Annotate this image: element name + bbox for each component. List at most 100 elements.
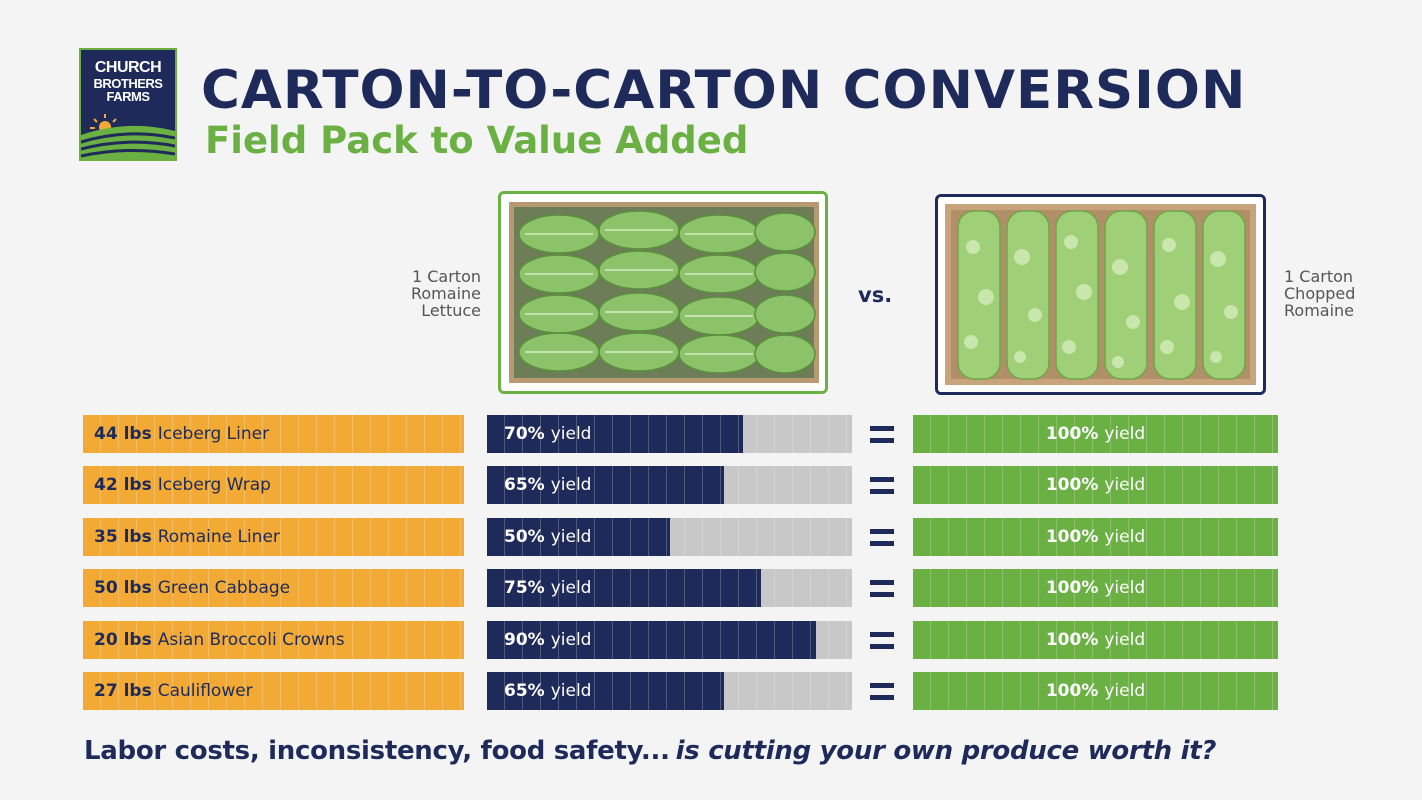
product-weight: 50 lbs bbox=[94, 578, 152, 598]
field-yield-bar bbox=[487, 518, 670, 556]
product-weight: 20 lbs bbox=[94, 630, 152, 650]
field-yield-bar bbox=[487, 569, 761, 607]
field-yield-word: yield bbox=[550, 681, 592, 701]
field-yield-track: 90% yield bbox=[487, 621, 852, 659]
product-name: Asian Broccoli Crowns bbox=[157, 630, 345, 650]
chopped-romaine-carton-photo bbox=[935, 194, 1266, 395]
product-name: Iceberg Wrap bbox=[157, 475, 271, 495]
footer-question: Labor costs, inconsistency, food safety.… bbox=[84, 736, 1216, 766]
field-yield-label: 75% yield bbox=[504, 569, 591, 607]
value-added-yield-value: 100% bbox=[1045, 681, 1099, 701]
field-yield-bar bbox=[487, 466, 724, 504]
field-yield-bar bbox=[487, 621, 816, 659]
yield-row: 50 lbs Green Cabbage 75% yield 100% yield bbox=[0, 569, 1422, 607]
product-name: Iceberg Liner bbox=[157, 424, 270, 444]
value-added-yield-value: 100% bbox=[1045, 475, 1099, 495]
value-added-yield-value: 100% bbox=[1045, 578, 1099, 598]
left-carton-label: 1 Carton Romaine Lettuce bbox=[360, 268, 481, 319]
field-yield-bar bbox=[487, 415, 743, 453]
field-icon bbox=[81, 114, 175, 159]
field-yield-word: yield bbox=[550, 578, 592, 598]
right-carton-line-2: Chopped bbox=[1284, 284, 1356, 303]
value-added-yield-value: 100% bbox=[1045, 630, 1099, 650]
field-yield-label: 90% yield bbox=[504, 621, 591, 659]
value-added-yield-word: yield bbox=[1104, 630, 1146, 650]
value-added-yield-word: yield bbox=[1104, 527, 1146, 547]
brand-logo: CHURCH BROTHERS FARMS bbox=[79, 48, 177, 161]
versus-label: vs. bbox=[858, 283, 893, 307]
product-weight: 27 lbs bbox=[94, 681, 152, 701]
field-yield-track: 65% yield bbox=[487, 466, 852, 504]
equals-icon bbox=[870, 683, 894, 700]
value-added-yield-word: yield bbox=[1104, 681, 1146, 701]
equals-icon bbox=[870, 632, 894, 649]
left-carton-line-3: Lettuce bbox=[421, 301, 481, 320]
value-added-yield-word: yield bbox=[1104, 424, 1146, 444]
right-carton-label: 1 Carton Chopped Romaine bbox=[1284, 268, 1404, 319]
right-carton-line-1: 1 Carton bbox=[1284, 267, 1354, 286]
field-yield-track: 65% yield bbox=[487, 672, 852, 710]
equals-icon bbox=[870, 580, 894, 597]
equals-icon bbox=[870, 529, 894, 546]
value-added-yield-bar: 100% yield bbox=[913, 672, 1278, 710]
field-yield-value: 50% bbox=[504, 527, 545, 547]
field-yield-word: yield bbox=[550, 475, 592, 495]
field-yield-value: 70% bbox=[504, 424, 545, 444]
field-yield-value: 65% bbox=[504, 681, 545, 701]
product-name: Cauliflower bbox=[157, 681, 253, 701]
field-yield-value: 90% bbox=[504, 630, 545, 650]
equals-icon bbox=[870, 426, 894, 443]
product-label: 20 lbs Asian Broccoli Crowns bbox=[83, 621, 464, 659]
value-added-yield-bar: 100% yield bbox=[913, 518, 1278, 556]
right-carton-line-3: Romaine bbox=[1284, 301, 1355, 320]
value-added-yield-word: yield bbox=[1104, 475, 1146, 495]
product-label: 35 lbs Romaine Liner bbox=[83, 518, 464, 556]
product-name: Romaine Liner bbox=[157, 527, 280, 547]
page-subtitle: Field Pack to Value Added bbox=[205, 119, 749, 162]
value-added-yield-value: 100% bbox=[1045, 424, 1099, 444]
field-yield-label: 65% yield bbox=[504, 672, 591, 710]
field-yield-value: 75% bbox=[504, 578, 545, 598]
field-yield-label: 65% yield bbox=[504, 466, 591, 504]
footer-question-text: is cutting your own produce worth it? bbox=[675, 736, 1217, 766]
product-weight: 35 lbs bbox=[94, 527, 152, 547]
field-yield-track: 70% yield bbox=[487, 415, 852, 453]
product-label: 42 lbs Iceberg Wrap bbox=[83, 466, 464, 504]
product-name: Green Cabbage bbox=[157, 578, 291, 598]
product-label: 27 lbs Cauliflower bbox=[83, 672, 464, 710]
field-yield-bar bbox=[487, 672, 724, 710]
yield-row: 27 lbs Cauliflower 65% yield 100% yield bbox=[0, 672, 1422, 710]
brand-line-3: FARMS bbox=[106, 89, 151, 105]
value-added-yield-bar: 100% yield bbox=[913, 415, 1278, 453]
yield-row: 42 lbs Iceberg Wrap 65% yield 100% yield bbox=[0, 466, 1422, 504]
yield-row: 44 lbs Iceberg Liner 70% yield 100% yield bbox=[0, 415, 1422, 453]
value-added-yield-bar: 100% yield bbox=[913, 621, 1278, 659]
equals-icon bbox=[870, 477, 894, 494]
field-yield-word: yield bbox=[550, 527, 592, 547]
field-yield-label: 50% yield bbox=[504, 518, 591, 556]
value-added-yield-value: 100% bbox=[1045, 527, 1099, 547]
page-title: CARTON-TO-CARTON CONVERSION bbox=[201, 60, 1247, 121]
product-label: 44 lbs Iceberg Liner bbox=[83, 415, 464, 453]
field-yield-word: yield bbox=[550, 424, 592, 444]
footer-lead: Labor costs, inconsistency, food safety.… bbox=[84, 736, 670, 766]
value-added-yield-word: yield bbox=[1104, 578, 1146, 598]
field-yield-track: 75% yield bbox=[487, 569, 852, 607]
brand-name: CHURCH BROTHERS FARMS bbox=[81, 59, 175, 105]
yield-row: 20 lbs Asian Broccoli Crowns 90% yield 100% y… bbox=[0, 621, 1422, 659]
field-yield-word: yield bbox=[550, 630, 592, 650]
value-added-yield-bar: 100% yield bbox=[913, 569, 1278, 607]
yield-row: 35 lbs Romaine Liner 50% yield 100% yield bbox=[0, 518, 1422, 556]
left-carton-line-2: Romaine bbox=[410, 284, 481, 303]
romaine-carton-photo bbox=[498, 191, 828, 394]
field-yield-value: 65% bbox=[504, 475, 545, 495]
product-label: 50 lbs Green Cabbage bbox=[83, 569, 464, 607]
brand-line-1: CHURCH bbox=[94, 59, 162, 76]
field-yield-label: 70% yield bbox=[504, 415, 591, 453]
brand-line-2: BROTHERS bbox=[93, 75, 163, 91]
value-added-yield-bar: 100% yield bbox=[913, 466, 1278, 504]
left-carton-line-1: 1 Carton bbox=[411, 267, 481, 286]
product-weight: 44 lbs bbox=[94, 424, 152, 444]
field-yield-track: 50% yield bbox=[487, 518, 852, 556]
product-weight: 42 lbs bbox=[94, 475, 152, 495]
